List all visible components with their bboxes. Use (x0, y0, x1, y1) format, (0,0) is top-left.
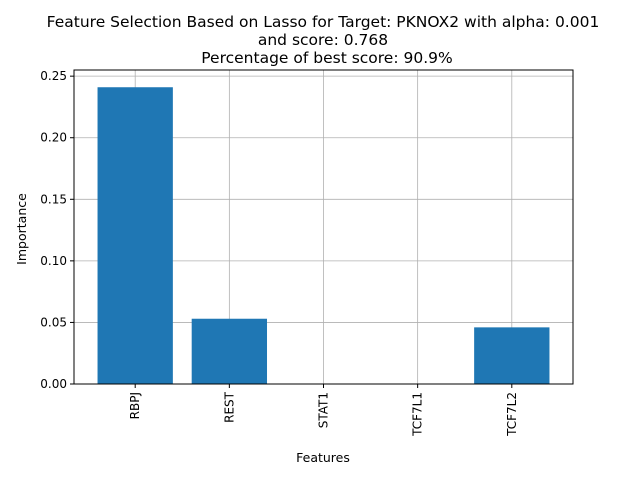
y-tick-label: 0.00 (40, 377, 67, 391)
y-tick-label: 0.15 (40, 192, 67, 206)
y-tick-label: 0.20 (40, 131, 67, 145)
chart-title-line-1: Feature Selection Based on Lasso for Tar… (47, 13, 600, 31)
bar-rest (191, 318, 268, 384)
ticks-layer: 0.00 0.05 0.10 0.15 0.20 0.25 RBPJ REST STAT1 TCF… (40, 69, 519, 437)
x-tick-label: RBPJ (128, 392, 142, 419)
bar-rbpj (97, 87, 173, 385)
bars-layer (97, 87, 550, 385)
y-tick-label: 0.25 (40, 69, 67, 83)
x-axis-label: Features (296, 450, 350, 465)
bar-tcf7l2 (474, 327, 550, 384)
chart-title-line-3: Percentage of best score: 90.9% (201, 49, 452, 67)
x-tick-label: REST (222, 391, 236, 423)
x-tick-label: TCF7L1 (411, 392, 425, 437)
y-tick-label: 0.10 (40, 254, 67, 268)
x-tick-label: STAT1 (317, 392, 331, 428)
y-axis-label: Importance (14, 193, 29, 265)
chart-title-line-2: and score: 0.768 (258, 31, 388, 49)
y-tick-label: 0.05 (40, 315, 67, 329)
x-tick-label: TCF7L2 (505, 392, 519, 437)
